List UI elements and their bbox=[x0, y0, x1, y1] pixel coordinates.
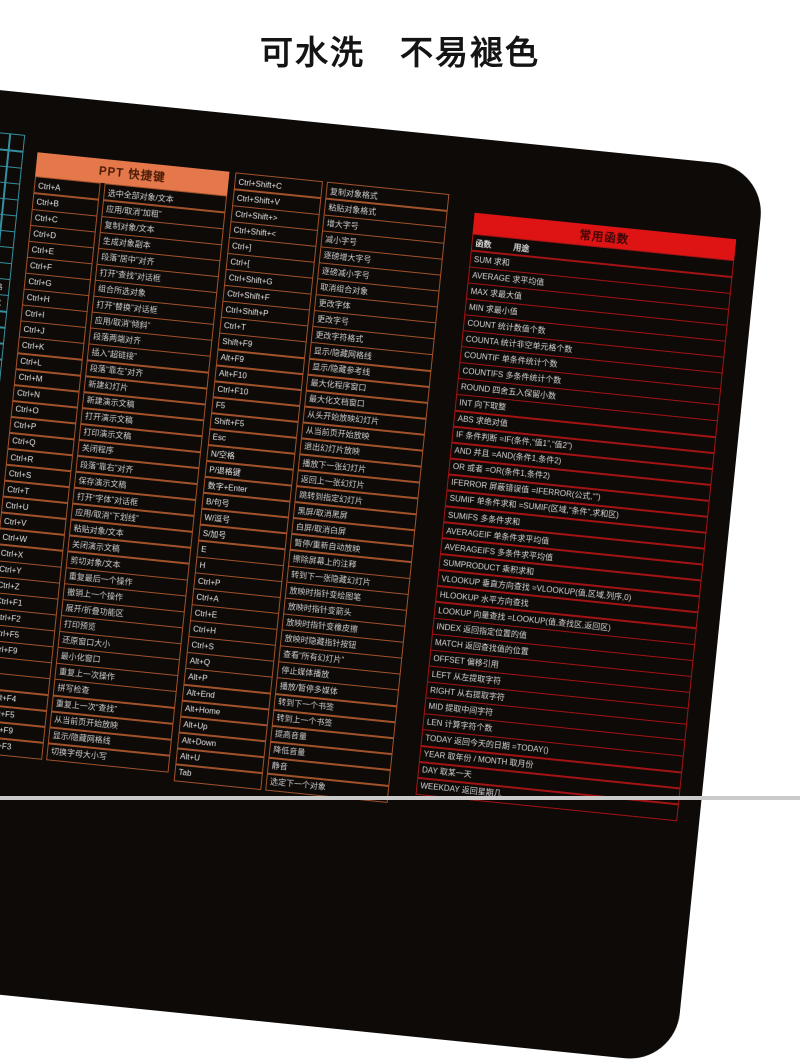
functions-col-fn-label: 函数 bbox=[475, 238, 492, 250]
mousepad: 格 式 PPT 快捷键 Ctr bbox=[0, 82, 766, 1063]
shortcut-key-cell bbox=[0, 373, 1, 393]
headline: 可水洗 不易褪色 bbox=[260, 34, 540, 71]
shortcut-key-cell bbox=[0, 357, 3, 377]
shortcut-key-cell bbox=[0, 341, 5, 361]
excel-functions-table: 函数 用途 SUM 求和 AVERAGE 求平均值 MAX 求最大值 MIN 求… bbox=[415, 234, 735, 821]
functions-col-use-label: 用途 bbox=[512, 242, 530, 254]
table-row bbox=[0, 122, 26, 153]
bottom-edge-strip bbox=[0, 796, 800, 800]
